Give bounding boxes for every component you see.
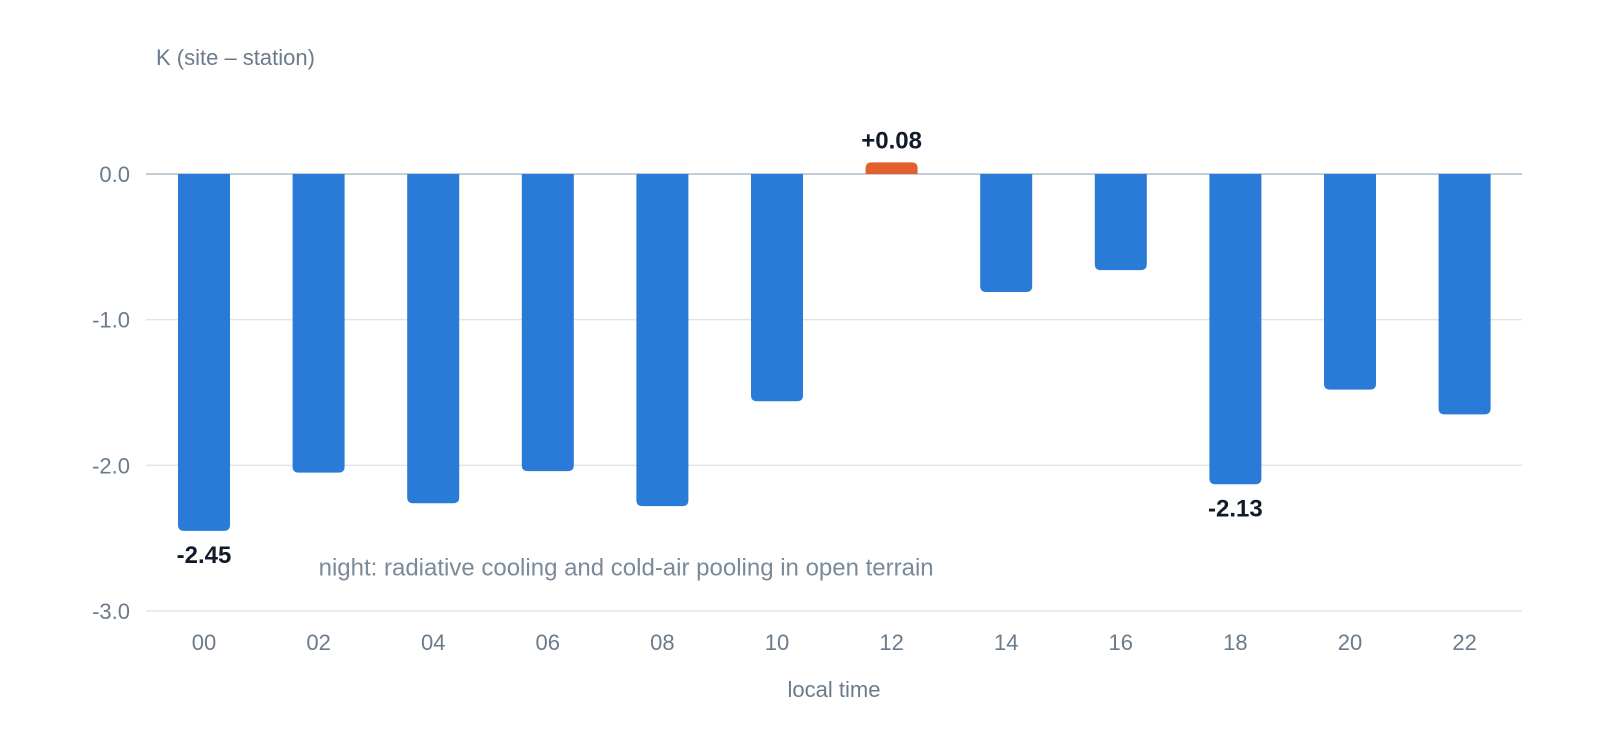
data-labels: -2.45 +0.08 -2.13: [177, 127, 1263, 569]
bar-18: [1209, 174, 1262, 485]
x-axis-title: local time: [788, 677, 881, 702]
x-axis-ticks: 00 02 04 06 08 10 12 14 16 18 20 22: [192, 630, 1477, 655]
x-tick-label: 14: [994, 630, 1018, 655]
x-tick-label: 22: [1452, 630, 1476, 655]
x-tick-label: 16: [1109, 630, 1133, 655]
x-tick-label: 06: [536, 630, 560, 655]
bar-12: [865, 162, 918, 174]
x-tick-label: 20: [1338, 630, 1362, 655]
y-axis-ticks: 0.0 -1.0 -2.0 -3.0: [92, 162, 130, 624]
bar-06: [521, 174, 574, 472]
bar-02: [292, 174, 345, 473]
bar-10: [751, 174, 803, 402]
x-tick-label: 04: [421, 630, 445, 655]
x-tick-label: 00: [192, 630, 216, 655]
bar-16: [1094, 174, 1147, 271]
bar-08: [636, 174, 689, 507]
y-tick-label: -1.0: [92, 308, 130, 333]
y-tick-label: -2.0: [92, 453, 130, 478]
data-label: -2.13: [1208, 495, 1263, 522]
bar-20: [1324, 174, 1376, 390]
y-tick-label: -3.0: [92, 599, 130, 624]
bar-04: [407, 174, 460, 504]
gridlines: [146, 173, 1522, 612]
x-tick-label: 08: [650, 630, 674, 655]
data-label: -2.45: [177, 542, 232, 569]
data-label: +0.08: [861, 127, 922, 154]
x-tick-label: 18: [1223, 630, 1247, 655]
y-tick-label: 0.0: [99, 162, 130, 187]
y-axis-unit-label: K (site – station): [156, 45, 315, 70]
bar-00: [178, 174, 230, 531]
x-tick-label: 10: [765, 630, 789, 655]
x-tick-label: 12: [879, 630, 903, 655]
chart-annotation: night: radiative cooling and cold-air po…: [319, 554, 934, 581]
bar-14: [980, 174, 1033, 292]
x-tick-label: 02: [306, 630, 330, 655]
bars: [178, 162, 1491, 531]
bar-22: [1438, 174, 1491, 415]
